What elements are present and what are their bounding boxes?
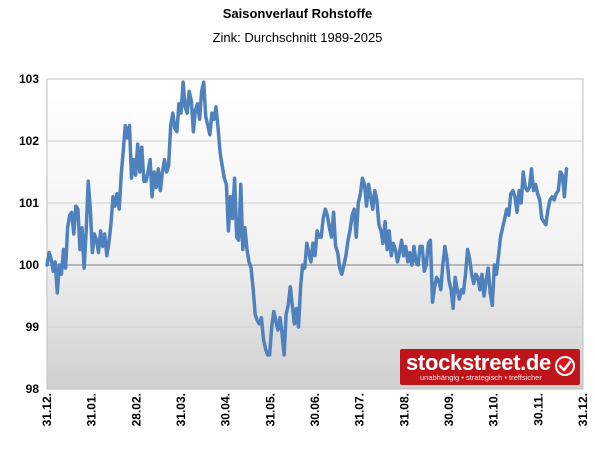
- y-tick-label: 102: [19, 134, 39, 148]
- logo-tagline: unabhängig • strategisch • treffsicher: [420, 373, 542, 382]
- x-tick-label: 31.03.: [174, 393, 188, 426]
- checkmark-icon: [555, 356, 575, 376]
- x-tick-label: 30.04.: [219, 393, 233, 426]
- x-tick-label: 31.08.: [397, 393, 411, 426]
- chart-title: Saisonverlauf Rohstoffe: [222, 6, 373, 21]
- y-tick-label: 101: [19, 196, 39, 210]
- x-tick-label: 30.09.: [442, 393, 456, 426]
- y-tick-label: 99: [26, 320, 40, 334]
- x-tick-label: 31.05.: [263, 393, 277, 426]
- stockstreet-logo: stockstreet.de unabhängig • strategisch …: [400, 349, 580, 385]
- x-tick-label: 31.12.: [576, 393, 590, 426]
- x-tick-label: 31.01.: [85, 393, 99, 426]
- x-tick-label: 31.12.: [40, 393, 54, 426]
- x-tick-label: 30.11.: [531, 393, 545, 426]
- chart-subtitle: Zink: Durchschnitt 1989-2025: [212, 30, 383, 45]
- y-tick-label: 98: [26, 382, 40, 396]
- x-tick-label: 28.02.: [129, 393, 143, 426]
- x-tick-label: 31.10.: [487, 393, 501, 426]
- x-tick-label: 31.07.: [353, 393, 367, 426]
- x-tick-label: 30.06.: [308, 393, 322, 426]
- y-tick-label: 103: [19, 72, 39, 86]
- y-tick-label: 100: [19, 258, 39, 272]
- series-line: [45, 80, 569, 357]
- logo-text: stockstreet.de: [406, 350, 551, 375]
- plot-area: [46, 78, 584, 390]
